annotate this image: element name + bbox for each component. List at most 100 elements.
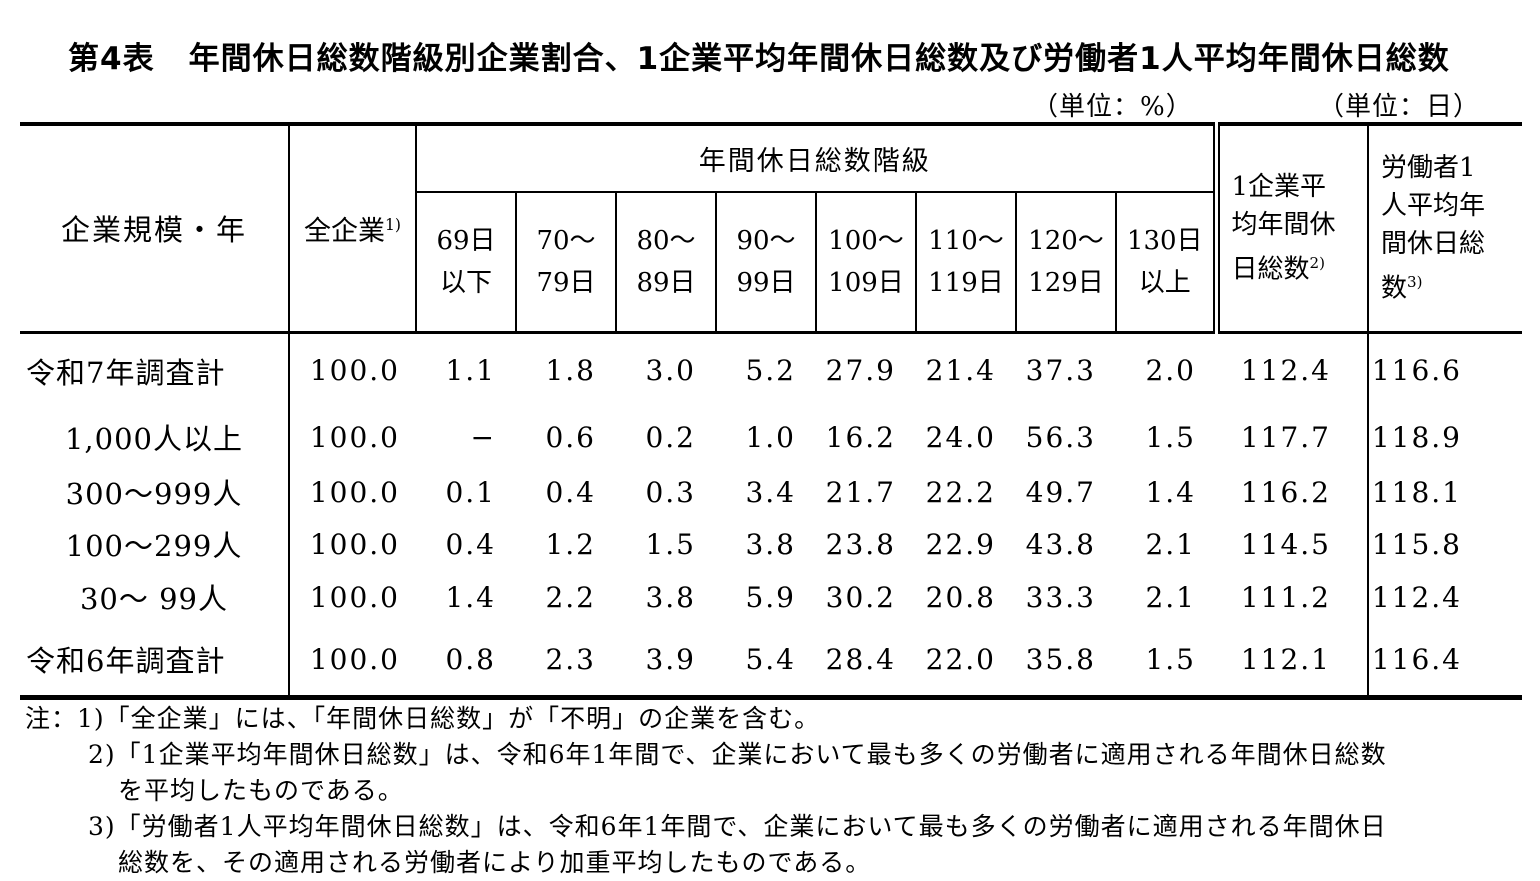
class-line: 70〜 bbox=[536, 225, 596, 256]
table-cell: 37.3 bbox=[1025, 354, 1096, 388]
header-avg-per-worker: 労働者1 人平均年 間休日総 数3) bbox=[1368, 124, 1522, 334]
class-line: 129日 bbox=[1028, 267, 1104, 298]
table-cell: 16.2 bbox=[825, 420, 896, 454]
table-cell: 0.2 bbox=[645, 420, 696, 454]
table-number: 第4表 bbox=[68, 41, 155, 77]
table-cell: 0.1 bbox=[445, 475, 496, 509]
class-line: 110〜 bbox=[928, 225, 1004, 256]
table-cell: 116.4 bbox=[1367, 624, 1522, 697]
table-cell: 43.8 bbox=[1025, 527, 1096, 561]
footnote-ref-1: 1) bbox=[384, 214, 402, 234]
table-row: 300〜999人 100.0 0.1 0.4 0.3 3.4 21.7 22.2… bbox=[20, 466, 1522, 518]
footnote-ref-3: 3) bbox=[1407, 272, 1423, 291]
header-class-130over: 130日以上 bbox=[1116, 192, 1216, 334]
table-cell: 100.0 bbox=[288, 570, 416, 624]
table-cell: 3.0 bbox=[645, 354, 696, 388]
table-cell: 100.0 bbox=[288, 624, 416, 697]
header-all-companies: 全企業1) bbox=[289, 124, 417, 334]
class-line: 130日 bbox=[1126, 225, 1203, 256]
table-cell: 112.4 bbox=[1240, 354, 1331, 388]
holiday-totals-table: 企業規模・年 全企業1) 年間休日総数階級 1企業平 均年間休 日総数2) 労働… bbox=[20, 122, 1522, 700]
table-row: 30〜 99人 100.0 1.4 2.2 3.8 5.9 30.2 20.8 … bbox=[20, 570, 1522, 624]
class-line: 以上 bbox=[1138, 267, 1191, 298]
row-label: 令和7年調査計 bbox=[26, 355, 226, 390]
class-line: 90〜 bbox=[736, 225, 796, 256]
table-cell: 2.0 bbox=[1145, 354, 1196, 388]
class-line: 69日 bbox=[436, 225, 496, 256]
class-line: 99日 bbox=[736, 267, 796, 298]
table-cell: 21.7 bbox=[825, 475, 896, 509]
table-cell: 1.5 bbox=[1145, 642, 1196, 676]
table-cell: 0.4 bbox=[445, 527, 496, 561]
unit-label-percent: （単位：%） bbox=[1032, 92, 1193, 122]
header-avg-per-worker-line: 人平均年 bbox=[1381, 190, 1486, 221]
header-row-group: 企業規模・年 全企業1) 年間休日総数階級 1企業平 均年間休 日総数2) 労働… bbox=[20, 124, 1522, 334]
header-company-size: 企業規模・年 bbox=[20, 124, 290, 334]
header-avg-per-company-line: 均年間休 bbox=[1231, 209, 1336, 240]
header-avg-per-worker-text: 数 bbox=[1381, 273, 1408, 304]
table-cell: 2.2 bbox=[545, 580, 596, 614]
header-avg-per-company-line: 日総数2) bbox=[1232, 244, 1368, 289]
class-line: 109日 bbox=[828, 267, 904, 298]
table-cell: 22.2 bbox=[925, 475, 996, 509]
table-cell: 1.2 bbox=[545, 527, 596, 561]
class-line: 79日 bbox=[536, 267, 596, 298]
table-cell: 1.0 bbox=[745, 420, 796, 454]
header-class-group: 年間休日総数階級 bbox=[416, 124, 1216, 193]
header-avg-per-company-text: 日総数 bbox=[1231, 254, 1310, 285]
table-cell: 112.4 bbox=[1367, 570, 1522, 624]
table-cell: 100.0 bbox=[288, 332, 416, 408]
table-cell: 118.1 bbox=[1367, 466, 1522, 518]
table-cell: 1.1 bbox=[445, 354, 496, 388]
table-cell: 2.1 bbox=[1145, 527, 1196, 561]
table-cell: 20.8 bbox=[925, 580, 996, 614]
header-avg-per-worker-line: 労働者1 bbox=[1381, 152, 1476, 183]
header-class-70-79: 70〜 79日 bbox=[516, 192, 617, 334]
table-cell: 1.4 bbox=[445, 580, 496, 614]
row-label: 令和6年調査計 bbox=[26, 644, 226, 679]
header-class-110-119: 110〜 119日 bbox=[916, 192, 1017, 334]
table-header: 企業規模・年 全企業1) 年間休日総数階級 1企業平 均年間休 日総数2) 労働… bbox=[20, 124, 1522, 334]
footnote-line: を平均したものである。 bbox=[118, 776, 404, 805]
header-all-companies-text: 全企業 bbox=[303, 215, 385, 247]
table-cell: 116.6 bbox=[1367, 332, 1522, 408]
table-cell: 1.4 bbox=[1145, 475, 1196, 509]
table-cell: 28.4 bbox=[825, 642, 896, 676]
row-label: 1,000人以上 bbox=[64, 422, 244, 456]
footnote-line: 2)「1企業平均年間休日総数」は、令和6年1年間で、企業において最も多くの労働者… bbox=[88, 740, 1387, 769]
table-cell: 24.0 bbox=[925, 420, 996, 454]
footnote-ref-2: 2) bbox=[1309, 253, 1325, 272]
table-row: 100〜299人 100.0 0.4 1.2 1.5 3.8 23.8 22.9… bbox=[20, 518, 1522, 570]
table-cell: 5.9 bbox=[745, 580, 796, 614]
header-avg-per-company: 1企業平 均年間休 日総数2) bbox=[1212, 124, 1369, 334]
table-cell: 5.2 bbox=[745, 354, 796, 388]
table-body: 令和7年調査計 100.0 1.1 1.8 3.0 5.2 27.9 21.4 … bbox=[20, 332, 1522, 697]
table-cell: 100.0 bbox=[288, 518, 416, 570]
footnote-line: 3)「労働者1人平均年間休日総数」は、令和6年1年間で、企業において最も多くの労… bbox=[88, 812, 1387, 841]
table-cell: 100.0 bbox=[288, 466, 416, 518]
table-cell: 111.2 bbox=[1240, 580, 1331, 614]
table-cell: 0.8 bbox=[445, 642, 496, 676]
table-cell: 0.6 bbox=[545, 420, 596, 454]
table-cell: 33.3 bbox=[1025, 580, 1096, 614]
class-line: 120〜 bbox=[1028, 225, 1104, 256]
table-cell: 27.9 bbox=[825, 354, 896, 388]
table-cell: 118.9 bbox=[1367, 408, 1522, 466]
table-cell: 2.3 bbox=[545, 642, 596, 676]
table-cell: 0.3 bbox=[645, 475, 696, 509]
header-class-80-89: 80〜 89日 bbox=[616, 192, 717, 334]
footnote-line: 総数を、その適用される労働者により加重平均したものである。 bbox=[118, 848, 872, 877]
table-cell: 114.5 bbox=[1240, 527, 1331, 561]
table-cell: 2.1 bbox=[1145, 580, 1196, 614]
title-text: 年間休日総数階級別企業割合、1企業平均年間休日総数及び労働者1人平均年間休日総数 bbox=[188, 41, 1450, 77]
table-cell: 56.3 bbox=[1025, 420, 1096, 454]
table-row: 1,000人以上 100.0 − 0.6 0.2 1.0 16.2 24.0 5… bbox=[20, 408, 1522, 466]
header-class-120-129: 120〜 129日 bbox=[1016, 192, 1117, 334]
table-cell: 5.4 bbox=[745, 642, 796, 676]
table-cell: 112.1 bbox=[1240, 642, 1331, 676]
row-label: 30〜 99人 bbox=[79, 582, 229, 616]
page-title: 第4表 年間休日総数階級別企業割合、1企業平均年間休日総数及び労働者1人平均年間… bbox=[68, 33, 1450, 78]
unit-label-days: （単位：日） bbox=[1318, 92, 1481, 122]
row-label: 300〜999人 bbox=[65, 477, 243, 511]
